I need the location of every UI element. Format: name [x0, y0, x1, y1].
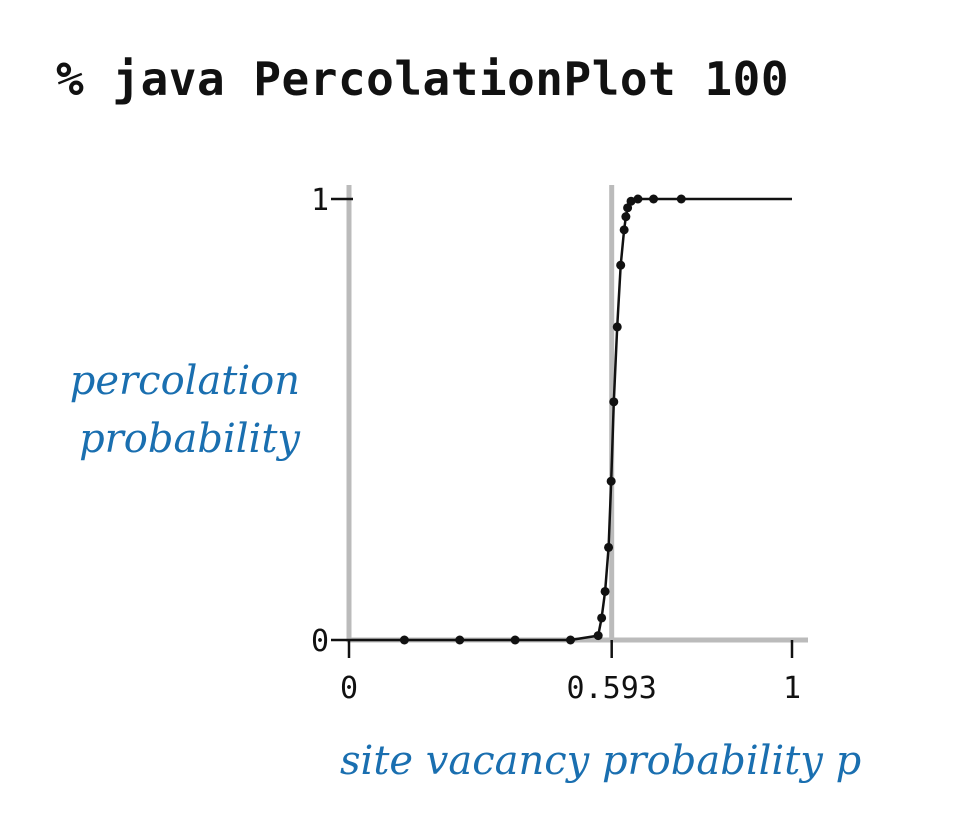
- y-axis-label-line-1: percolation: [69, 358, 300, 404]
- data-point: [606, 476, 616, 486]
- data-point: [626, 196, 636, 206]
- y-axis-label-line-2: probability: [79, 416, 300, 462]
- data-point: [600, 586, 610, 596]
- curve-layer: [349, 197, 792, 642]
- data-point: [623, 203, 633, 213]
- x-tick-label: 1: [783, 671, 801, 706]
- data-point: [510, 635, 520, 645]
- x-tick-label: 0: [340, 671, 358, 706]
- data-point: [676, 194, 686, 204]
- y-axis-label: percolation probability: [40, 352, 300, 468]
- data-point: [649, 194, 659, 204]
- data-point: [566, 635, 575, 645]
- y-tick-label: 1: [311, 183, 329, 218]
- x-tick-label: 0.593: [567, 671, 657, 706]
- axes-layer: [346, 185, 808, 643]
- data-point: [455, 635, 465, 645]
- data-point: [612, 322, 622, 332]
- data-point: [619, 225, 629, 235]
- data-point: [609, 397, 619, 407]
- data-point: [597, 613, 607, 623]
- data-point: [621, 212, 631, 222]
- data-point: [633, 194, 643, 204]
- percolation-curve: [349, 197, 792, 642]
- ticks-layer: 0 1 0 0.593 1: [311, 183, 801, 706]
- data-point: [604, 542, 614, 552]
- data-point: [593, 631, 603, 641]
- command-line: % java PercolationPlot 100: [56, 52, 790, 106]
- y-tick-label: 0: [311, 624, 329, 659]
- points-layer: [399, 194, 686, 645]
- data-point: [399, 635, 409, 645]
- data-point: [616, 260, 626, 270]
- x-axis-label: site vacancy probability p: [340, 738, 862, 784]
